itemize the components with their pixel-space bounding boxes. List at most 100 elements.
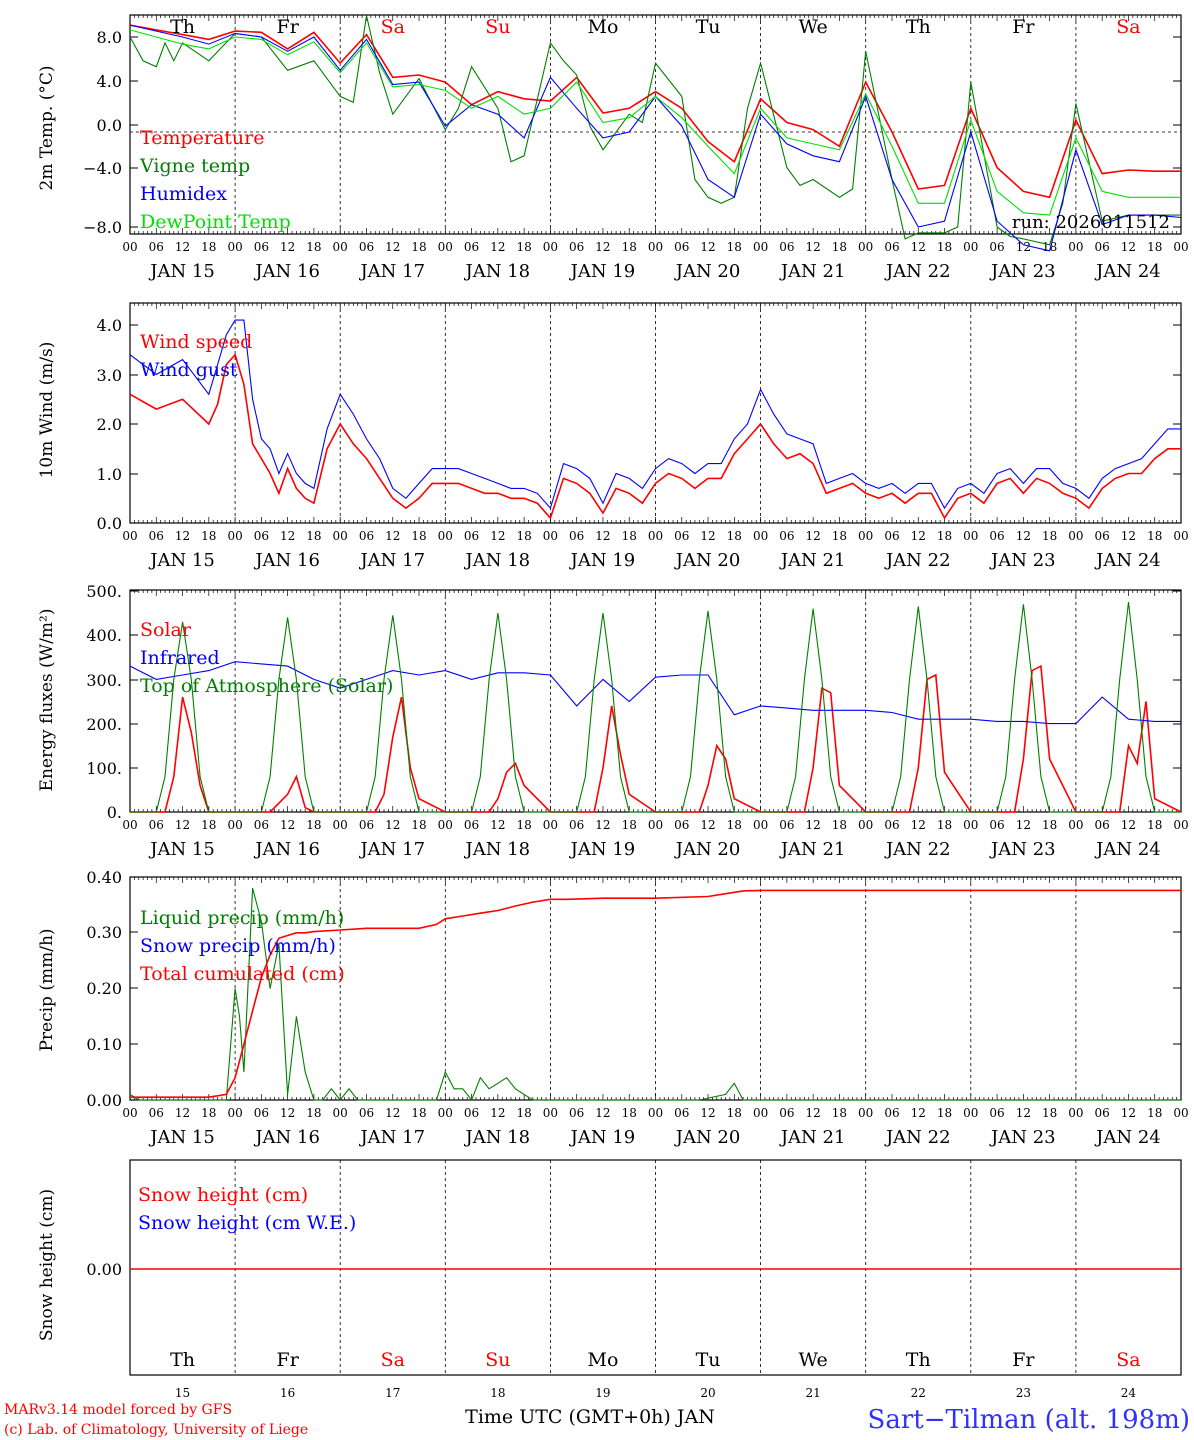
- y-tick-label: 500.: [86, 582, 122, 601]
- date-label: JAN 19: [569, 261, 636, 282]
- legend-entry: Liquid precip (mm/h): [140, 907, 344, 929]
- footer-lab: (c) Lab. of Climatology, University of L…: [4, 1422, 308, 1438]
- date-label: JAN 15: [148, 550, 215, 571]
- hour-label: 06: [359, 818, 374, 832]
- day-abbr-top: Sa: [1116, 16, 1140, 38]
- hour-label: 18: [306, 529, 321, 543]
- date-label: JAN 23: [989, 261, 1056, 282]
- date-label: JAN 21: [779, 839, 846, 860]
- y-tick-label: 8.0: [97, 28, 122, 47]
- hour-label: 06: [1095, 529, 1110, 543]
- hour-label: 12: [806, 240, 821, 254]
- date-label: JAN 21: [779, 550, 846, 571]
- hour-label: 18: [727, 529, 742, 543]
- y-tick-label: 4.0: [97, 72, 122, 91]
- hour-label: 18: [727, 818, 742, 832]
- hour-label: 06: [674, 818, 689, 832]
- date-label: JAN 15: [148, 261, 215, 282]
- day-abbr-bottom: Su: [485, 1349, 510, 1371]
- hour-label: 18: [306, 1106, 321, 1120]
- date-label: JAN 17: [358, 839, 425, 860]
- hour-label: 00: [1173, 529, 1188, 543]
- date-label: JAN 20: [674, 839, 741, 860]
- hour-label: 00: [227, 1106, 242, 1120]
- hour-label: 12: [175, 529, 190, 543]
- date-label: JAN 24: [1094, 550, 1161, 571]
- hour-label: 12: [1016, 529, 1031, 543]
- hour-label: 12: [806, 529, 821, 543]
- hour-label: 18: [516, 818, 531, 832]
- hour-label: 12: [595, 240, 610, 254]
- date-label: JAN 19: [569, 839, 636, 860]
- hour-label: 00: [122, 818, 137, 832]
- panel-4: 00 06 12 18 JAN 15 00 06 12 18 JAN 16 00 06 12 18 JAN …: [37, 868, 1189, 1148]
- hour-label: 12: [806, 818, 821, 832]
- hour-label: 06: [254, 1106, 269, 1120]
- legend-entry: Snow height (cm W.E.): [138, 1212, 356, 1234]
- hour-label: 06: [464, 240, 479, 254]
- hour-label: 12: [911, 1106, 926, 1120]
- day-number: 22: [911, 1386, 926, 1400]
- hour-label: 06: [779, 818, 794, 832]
- date-label: JAN 19: [569, 1127, 636, 1148]
- hour-label: 18: [832, 1106, 847, 1120]
- hour-label: 06: [989, 529, 1004, 543]
- day-abbr-bottom: Tu: [696, 1349, 721, 1371]
- hour-label: 00: [648, 818, 663, 832]
- hour-label: 06: [884, 1106, 899, 1120]
- date-label: JAN 23: [989, 839, 1056, 860]
- hour-label: 00: [227, 240, 242, 254]
- series-top-of-atmosphere-solar-: [130, 601, 1181, 813]
- series-liquid-precip-mm-h-: [129, 888, 1181, 1102]
- y-tick-label: 400.: [86, 626, 122, 645]
- hour-label: 00: [648, 1106, 663, 1120]
- date-label: JAN 18: [464, 1127, 531, 1148]
- hour-label: 00: [333, 240, 348, 254]
- hour-label: 12: [490, 529, 505, 543]
- hour-label: 12: [911, 818, 926, 832]
- hour-label: 00: [963, 818, 978, 832]
- legend-entry: Vigne temp: [139, 155, 250, 177]
- hour-label: 06: [149, 1106, 164, 1120]
- date-label: JAN 24: [1094, 1127, 1161, 1148]
- y-tick-label: −8.0: [83, 218, 122, 237]
- legend-entry: Humidex: [140, 183, 227, 205]
- hour-label: 18: [727, 1106, 742, 1120]
- hour-label: 06: [254, 240, 269, 254]
- y-axis-label: Precip (mm/h): [37, 928, 57, 1051]
- hour-label: 00: [543, 1106, 558, 1120]
- date-label: JAN 16: [253, 261, 320, 282]
- hour-label: 12: [280, 818, 295, 832]
- day-abbr-top: Th: [170, 16, 195, 38]
- date-label: JAN 20: [674, 261, 741, 282]
- hour-label: 00: [543, 529, 558, 543]
- y-tick-label: 0.40: [86, 868, 122, 887]
- hour-label: 00: [753, 818, 768, 832]
- hour-label: 00: [858, 240, 873, 254]
- hour-label: 00: [963, 1106, 978, 1120]
- hour-label: 18: [411, 240, 426, 254]
- hour-label: 18: [727, 240, 742, 254]
- date-label: JAN 23: [989, 550, 1056, 571]
- date-label: JAN 18: [464, 839, 531, 860]
- hour-label: 12: [280, 529, 295, 543]
- hour-label: 12: [1121, 818, 1136, 832]
- day-number: 18: [490, 1386, 505, 1400]
- hour-label: 18: [411, 529, 426, 543]
- panel-5: 0.00 Snow height (cm) Snow height (cm) Snow…: [37, 1159, 1182, 1376]
- date-label: JAN 24: [1094, 839, 1161, 860]
- hour-label: 00: [648, 240, 663, 254]
- day-abbr-bottom: Sa: [381, 1349, 405, 1371]
- hour-label: 00: [438, 240, 453, 254]
- day-number: 24: [1121, 1386, 1137, 1400]
- hour-label: 00: [227, 529, 242, 543]
- date-label: JAN 18: [464, 261, 531, 282]
- hour-label: 06: [884, 818, 899, 832]
- hour-label: 18: [1147, 1106, 1162, 1120]
- station-title: Sart−Tilman (alt. 198m): [868, 1405, 1190, 1435]
- legend-entry: Snow precip (mm/h): [140, 935, 336, 957]
- hour-label: 06: [779, 1106, 794, 1120]
- panel-2: 00 06 12 18 JAN 15 00 06 12 18 JAN 16 00 06 12 18 JAN …: [37, 302, 1189, 571]
- day-number: 23: [1016, 1386, 1031, 1400]
